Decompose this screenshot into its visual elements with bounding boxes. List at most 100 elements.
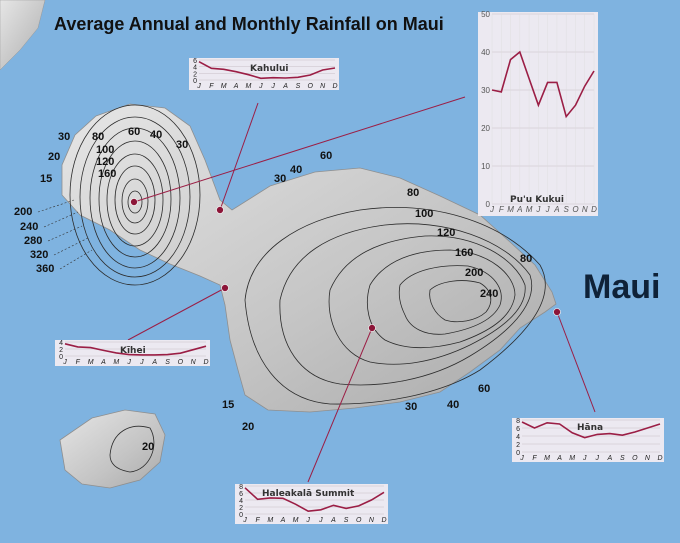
y-tick-label: 30 <box>481 86 490 95</box>
hana-dot <box>553 308 561 316</box>
chart-background <box>55 340 210 366</box>
contour-label: 60 <box>478 383 490 395</box>
rainfall-series-line <box>244 487 385 513</box>
contour-label: 100 <box>96 144 114 156</box>
contour-label: 240 <box>20 221 38 233</box>
contour-labels-west: 30 20 15 80 100 120 160 60 40 30 200 240… <box>14 126 188 275</box>
x-tick-label: D <box>332 83 337 90</box>
x-tick-label: N <box>320 83 326 90</box>
x-tick-label: O <box>632 455 638 462</box>
chart-title: Hāna <box>577 423 603 433</box>
x-tick-label: J <box>595 455 600 462</box>
contour-label: 360 <box>36 263 54 275</box>
x-tick-label: J <box>62 359 67 366</box>
contour-label: 160 <box>455 247 473 259</box>
leader-lines <box>127 96 596 483</box>
contour-label: 30 <box>58 131 70 143</box>
y-tick-label: 50 <box>481 10 490 19</box>
rainfall-series-line <box>521 421 661 439</box>
x-tick-label: D <box>381 517 386 524</box>
x-tick-label: A <box>556 455 562 462</box>
y-tick-label: 6 <box>193 58 197 65</box>
contour-label: 15 <box>40 173 52 185</box>
rainfall-series-line <box>198 60 336 80</box>
contour-label: 120 <box>437 227 455 239</box>
x-tick-label: F <box>76 359 81 366</box>
x-tick-label: M <box>267 517 273 524</box>
x-tick-label: J <box>126 359 131 366</box>
x-tick-label: M <box>569 455 575 462</box>
x-tick-label: D <box>657 455 662 462</box>
y-tick-label: 40 <box>481 48 490 57</box>
y-tick-label: 4 <box>59 340 63 347</box>
kihei-dot <box>221 284 229 292</box>
x-tick-label: M <box>526 205 533 214</box>
x-tick-label: N <box>582 205 588 214</box>
contour-label: 80 <box>407 187 419 199</box>
x-tick-label: S <box>296 83 301 90</box>
x-tick-label: M <box>88 359 94 366</box>
x-tick-label: M <box>293 517 299 524</box>
x-tick-label: J <box>139 359 144 366</box>
y-tick-label: 4 <box>239 498 243 505</box>
x-tick-label: A <box>233 83 239 90</box>
x-tick-label: J <box>242 517 247 524</box>
map-title: Average Annual and Monthly Rainfall on M… <box>54 14 444 34</box>
chart-title: Pu'u Kukui <box>510 195 564 205</box>
haleakala-dot <box>368 324 376 332</box>
x-tick-label: A <box>606 455 612 462</box>
contour-label: 30 <box>274 173 286 185</box>
contour-label: 30 <box>405 401 417 413</box>
contour-label: 15 <box>222 399 234 411</box>
maui-land <box>61 103 557 413</box>
x-tick-label: A <box>516 205 522 214</box>
x-tick-label: S <box>564 205 570 214</box>
contour-label: 280 <box>24 235 42 247</box>
kahoolawe-land <box>59 409 166 489</box>
x-tick-label: J <box>258 83 263 90</box>
x-tick-label: F <box>209 83 214 90</box>
x-tick-label: J <box>196 83 201 90</box>
contour-label: 80 <box>520 253 532 265</box>
x-tick-label: M <box>113 359 119 366</box>
contour-label: 80 <box>92 131 104 143</box>
contour-label: 30 <box>176 139 188 151</box>
contour-label: 40 <box>447 399 459 411</box>
contour-label: 60 <box>128 126 140 138</box>
contour-label: 320 <box>30 249 48 261</box>
y-tick-label: 2 <box>193 71 197 78</box>
kahului-dot <box>216 206 224 214</box>
x-tick-label: J <box>305 517 310 524</box>
x-tick-label: S <box>344 517 349 524</box>
x-tick-label: D <box>203 359 208 366</box>
y-tick-label: 0 <box>486 200 491 209</box>
x-tick-label: J <box>489 205 495 214</box>
x-tick-label: A <box>151 359 157 366</box>
y-tick-label: 6 <box>239 491 243 498</box>
x-tick-label: J <box>545 205 551 214</box>
puu-kukui-dot <box>130 198 138 206</box>
east-maui-contours <box>244 207 546 405</box>
y-tick-label: 0 <box>239 512 243 519</box>
contour-label: 200 <box>14 206 32 218</box>
chart-title: Kahului <box>250 64 288 74</box>
contour-label: 60 <box>320 150 332 162</box>
x-tick-label: A <box>282 83 288 90</box>
x-tick-label: J <box>582 455 587 462</box>
x-tick-label: F <box>255 517 260 524</box>
chart-title: Kīhei <box>120 346 146 356</box>
x-tick-label: M <box>544 455 550 462</box>
contour-label: 200 <box>465 267 483 279</box>
contour-label: 240 <box>480 288 498 300</box>
west-maui-contours <box>69 104 201 286</box>
x-tick-label: N <box>645 455 651 462</box>
x-tick-label: O <box>356 517 362 524</box>
x-tick-label: F <box>499 205 505 214</box>
contour-label: 100 <box>415 208 433 220</box>
x-tick-label: S <box>165 359 170 366</box>
x-tick-label: M <box>507 205 514 214</box>
contour-label: 120 <box>96 156 114 168</box>
